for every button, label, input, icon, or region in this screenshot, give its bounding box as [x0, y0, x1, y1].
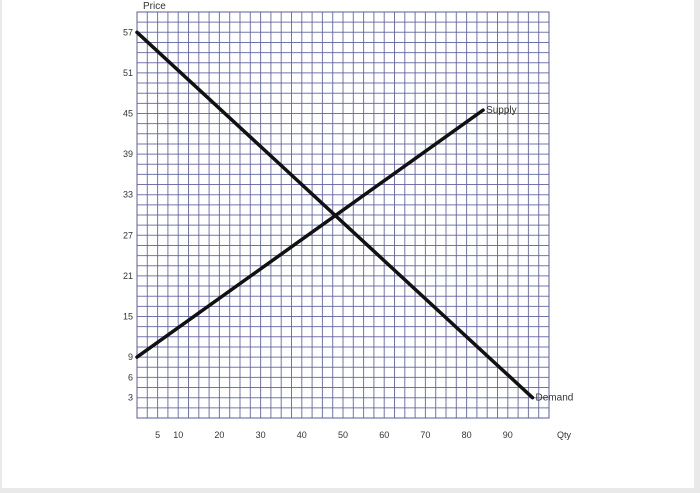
supply-demand-chart: 3 6 9 15 21 27 33 39 45 51 57 5 10 20 30 40 50 60 70 80 90 Pr…: [123, 1, 574, 440]
y-tick-label: 51: [123, 68, 133, 78]
page-background: 3 6 9 15 21 27 33 39 45 51 57 5 10 20 30 40 50 60 70 80 90 Pr…: [2, 0, 694, 488]
y-tick-label: 9: [128, 352, 133, 362]
y-tick-label: 27: [123, 230, 133, 240]
y-axis-label: Price: [143, 1, 166, 12]
x-tick-label: 5: [155, 430, 160, 440]
x-tick-label: 10: [173, 430, 183, 440]
y-tick-label: 39: [123, 149, 133, 159]
x-tick-label: 40: [297, 430, 307, 440]
y-tick-label: 33: [123, 190, 133, 200]
x-tick-label: 70: [420, 430, 430, 440]
x-tick-label: 90: [503, 430, 513, 440]
x-tick-label: 80: [462, 430, 472, 440]
series-line-demand: [135, 30, 535, 400]
y-tick-label: 57: [123, 27, 133, 37]
series-label-supply: Supply: [486, 105, 517, 116]
x-tick-label: 50: [338, 430, 348, 440]
y-tick-label: 6: [128, 372, 133, 382]
y-tick-label: 21: [123, 271, 133, 281]
y-tick-label: 45: [123, 109, 133, 119]
x-tick-label: 20: [214, 430, 224, 440]
x-tick-label: 30: [256, 430, 266, 440]
y-tick-label: 3: [128, 393, 133, 403]
plot-frame: [136, 11, 550, 419]
x-axis-label: Qty: [557, 430, 572, 440]
y-tick-label: 15: [123, 312, 133, 322]
series-label-demand: Demand: [536, 393, 574, 404]
x-tick-label: 60: [379, 430, 389, 440]
series-line-supply: [135, 108, 485, 359]
